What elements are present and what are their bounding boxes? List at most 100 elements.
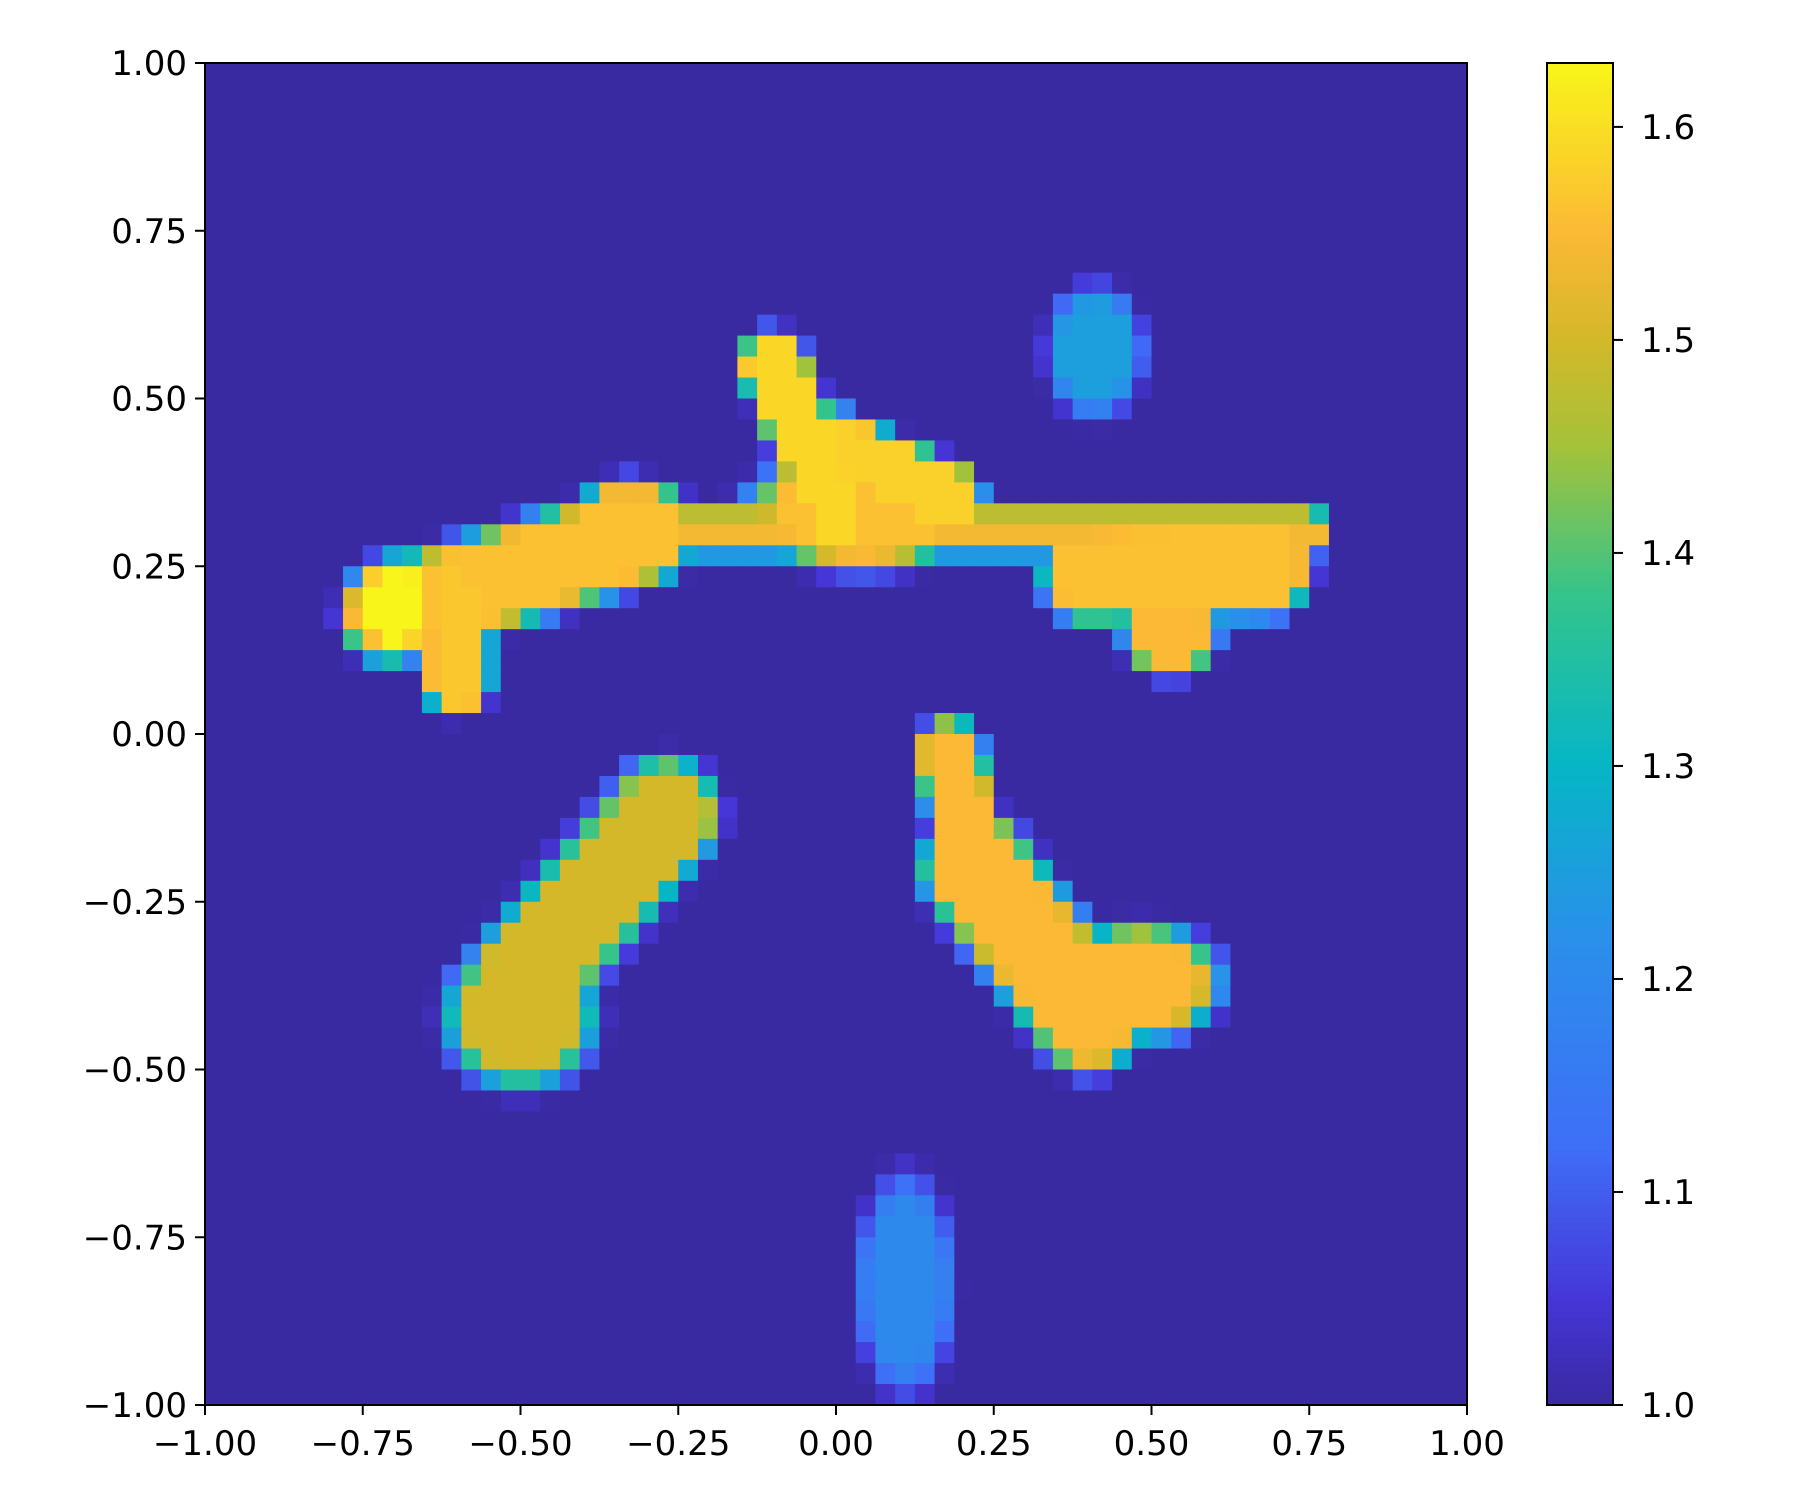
heatmap-cell (1033, 901, 1054, 924)
heatmap-cell (717, 188, 739, 211)
heatmap-cell (421, 63, 443, 85)
heatmap-cell (1171, 1258, 1192, 1280)
heatmap-cell (599, 314, 620, 337)
heatmap-cell (1210, 251, 1231, 274)
heatmap-cell (1033, 943, 1054, 966)
heatmap-cell (895, 985, 916, 1008)
heatmap-cell (421, 692, 443, 714)
heatmap-cell (1151, 356, 1172, 379)
heatmap-cell (205, 419, 226, 442)
heatmap-cell (1013, 545, 1034, 567)
heatmap-cell (303, 1321, 324, 1343)
heatmap-cell (1072, 943, 1093, 966)
heatmap-cell (1289, 922, 1310, 945)
colorbar-segment (1547, 1284, 1613, 1292)
heatmap-cell (224, 964, 246, 987)
heatmap-cell (875, 587, 896, 609)
heatmap-cell (323, 356, 344, 379)
heatmap-cell (1368, 83, 1389, 106)
heatmap-cell (836, 545, 857, 567)
heatmap-cell (1112, 922, 1133, 945)
heatmap-cell (362, 440, 384, 463)
heatmap-cell (717, 734, 739, 756)
heatmap-cell (1033, 1237, 1054, 1259)
heatmap-cell (993, 524, 1015, 546)
heatmap-cell (244, 398, 265, 421)
colorbar-segment (1547, 1076, 1613, 1084)
heatmap-cell (244, 83, 265, 106)
heatmap-cell (343, 1216, 364, 1238)
heatmap-cell (796, 167, 817, 190)
heatmap-cell (1407, 293, 1429, 316)
heatmap-cell (224, 1237, 246, 1259)
heatmap-cell (244, 1237, 265, 1259)
heatmap-cell (362, 125, 384, 148)
heatmap-cell (737, 1258, 758, 1280)
heatmap-cell (362, 1111, 384, 1134)
heatmap-cell (264, 272, 285, 295)
heatmap-cell (1210, 482, 1231, 504)
heatmap-cell (264, 524, 285, 546)
heatmap-cell (914, 461, 936, 483)
heatmap-cell (619, 167, 640, 190)
heatmap-cell (1131, 817, 1153, 840)
heatmap-cell (500, 335, 522, 358)
heatmap-cell (619, 398, 640, 421)
heatmap-cell (776, 566, 798, 588)
heatmap-cell (224, 314, 246, 337)
heatmap-cell (934, 1363, 955, 1385)
heatmap-cell (1230, 713, 1251, 735)
heatmap-cell (1427, 754, 1448, 777)
heatmap-cell (461, 293, 482, 316)
heatmap-cell (757, 314, 778, 337)
heatmap-cell (1309, 734, 1330, 756)
heatmap-cell (895, 1237, 916, 1259)
heatmap-cell (283, 1048, 305, 1071)
heatmap-cell (717, 1237, 739, 1259)
heatmap-cell (1348, 985, 1370, 1008)
heatmap-cell (678, 1363, 699, 1385)
heatmap-cell (599, 1300, 620, 1322)
heatmap-cell (895, 503, 916, 525)
colorbar-segment (1547, 1210, 1613, 1218)
heatmap-cell (1348, 1258, 1370, 1280)
heatmap-cell (481, 209, 502, 232)
heatmap-cell (500, 1027, 522, 1050)
heatmap-cell (757, 692, 778, 714)
heatmap-cell (1190, 293, 1212, 316)
heatmap-cell (1171, 1195, 1192, 1217)
heatmap-cell (382, 167, 403, 190)
heatmap-cell (1013, 608, 1034, 630)
heatmap-cell (875, 671, 896, 693)
heatmap-cell (1230, 83, 1251, 106)
heatmap-cell (737, 734, 758, 756)
heatmap-cell (934, 63, 955, 85)
heatmap-cell (1092, 734, 1113, 756)
heatmap-cell (382, 419, 403, 442)
heatmap-cell (1289, 1048, 1310, 1071)
heatmap-plot-area (205, 63, 1468, 1406)
heatmap-cell (1250, 1342, 1271, 1364)
heatmap-cell (1427, 293, 1448, 316)
colorbar-segment (1547, 371, 1613, 379)
heatmap-cell (1190, 461, 1212, 483)
heatmap-cell (362, 608, 384, 630)
heatmap-cell (559, 1258, 581, 1280)
heatmap-cell (343, 1153, 364, 1175)
heatmap-cell (1131, 1363, 1153, 1385)
heatmap-cell (323, 1174, 344, 1196)
heatmap-cell (362, 482, 384, 504)
heatmap-cell (1190, 1321, 1212, 1343)
heatmap-cell (500, 817, 522, 840)
heatmap-cell (1328, 859, 1350, 882)
heatmap-cell (224, 335, 246, 358)
heatmap-cell (737, 167, 758, 190)
heatmap-cell (1269, 566, 1291, 588)
heatmap-cell (697, 461, 719, 483)
heatmap-cell (461, 1111, 482, 1134)
heatmap-cell (1013, 713, 1034, 735)
heatmap-cell (362, 838, 384, 861)
heatmap-cell (1269, 796, 1291, 819)
heatmap-cell (1092, 146, 1113, 169)
heatmap-cell (1407, 104, 1429, 127)
